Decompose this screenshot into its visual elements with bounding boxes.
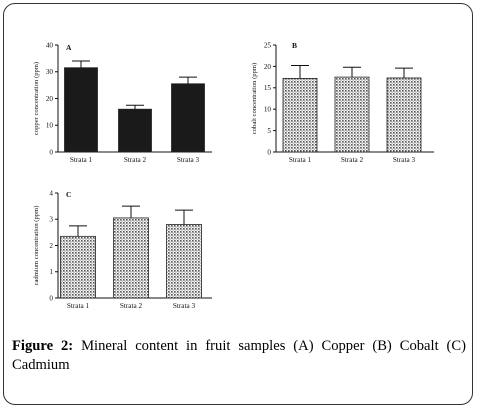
y-tick-label: 1 (49, 268, 53, 276)
y-tick-label: 0 (49, 148, 53, 156)
y-tick-label: 4 (49, 189, 53, 197)
x-tick-label: Strata 1 (70, 156, 93, 164)
panel-letter: A (66, 43, 72, 52)
y-tick-label: 15 (264, 84, 272, 92)
chart-panel-b: 0 5 10 15 20 25 cobalt concentration (ppm) B Str… (251, 41, 434, 164)
x-tick-label: Strata 2 (120, 302, 143, 310)
caption-text: Mineral content in fruit samples (A) Cop… (12, 338, 466, 373)
y-axis-label: cobalt concentration (ppm) (251, 63, 258, 134)
panel-letter: B (292, 41, 297, 50)
y-tick-label: 20 (264, 63, 272, 71)
x-tick-label: Strata 3 (393, 156, 416, 164)
bar-strata-2 (334, 76, 370, 153)
bar-strata-3 (166, 224, 202, 299)
y-axis-label: copper concentration (ppm) (33, 62, 40, 135)
y-tick-label: 40 (46, 41, 54, 49)
y-tick-label: 20 (46, 95, 54, 103)
bar-strata-1 (64, 67, 98, 153)
x-tick-label: Strata 2 (124, 156, 147, 164)
y-tick-label: 25 (264, 41, 272, 49)
y-tick-label: 10 (264, 106, 272, 114)
y-tick-label: 2 (49, 242, 53, 250)
x-tick-label: Strata 1 (67, 302, 90, 310)
bar-strata-3 (171, 83, 205, 153)
y-tick-label: 3 (49, 216, 53, 224)
chart-panel-a: 0 10 20 30 40 copper concentration (ppm) A Stra… (33, 41, 212, 164)
x-tick-label: Strata 2 (341, 156, 364, 164)
bar-strata-1 (282, 77, 318, 153)
y-tick-label: 10 (46, 122, 54, 130)
y-tick-label: 5 (267, 127, 271, 135)
figure-caption: Figure 2: Mineral content in fruit sampl… (12, 337, 466, 375)
caption-label: Figure 2: (12, 338, 74, 354)
x-tick-label: Strata 1 (289, 156, 312, 164)
y-tick-label: 30 (46, 68, 54, 76)
x-tick-label: Strata 3 (173, 302, 196, 310)
chart-panel-c: 0 1 2 3 4 cadmium concentration (ppm) C Strata … (33, 189, 212, 310)
panel-letter: C (66, 190, 71, 199)
bar-strata-3 (386, 77, 422, 153)
bar-strata-2 (113, 217, 149, 299)
y-tick-label: 0 (267, 148, 271, 156)
bar-strata-1 (60, 235, 96, 299)
y-tick-label: 0 (49, 294, 53, 302)
bar-strata-2 (118, 108, 152, 153)
y-axis-label: cadmium concentration (ppm) (33, 206, 40, 286)
x-tick-label: Strata 3 (177, 156, 200, 164)
